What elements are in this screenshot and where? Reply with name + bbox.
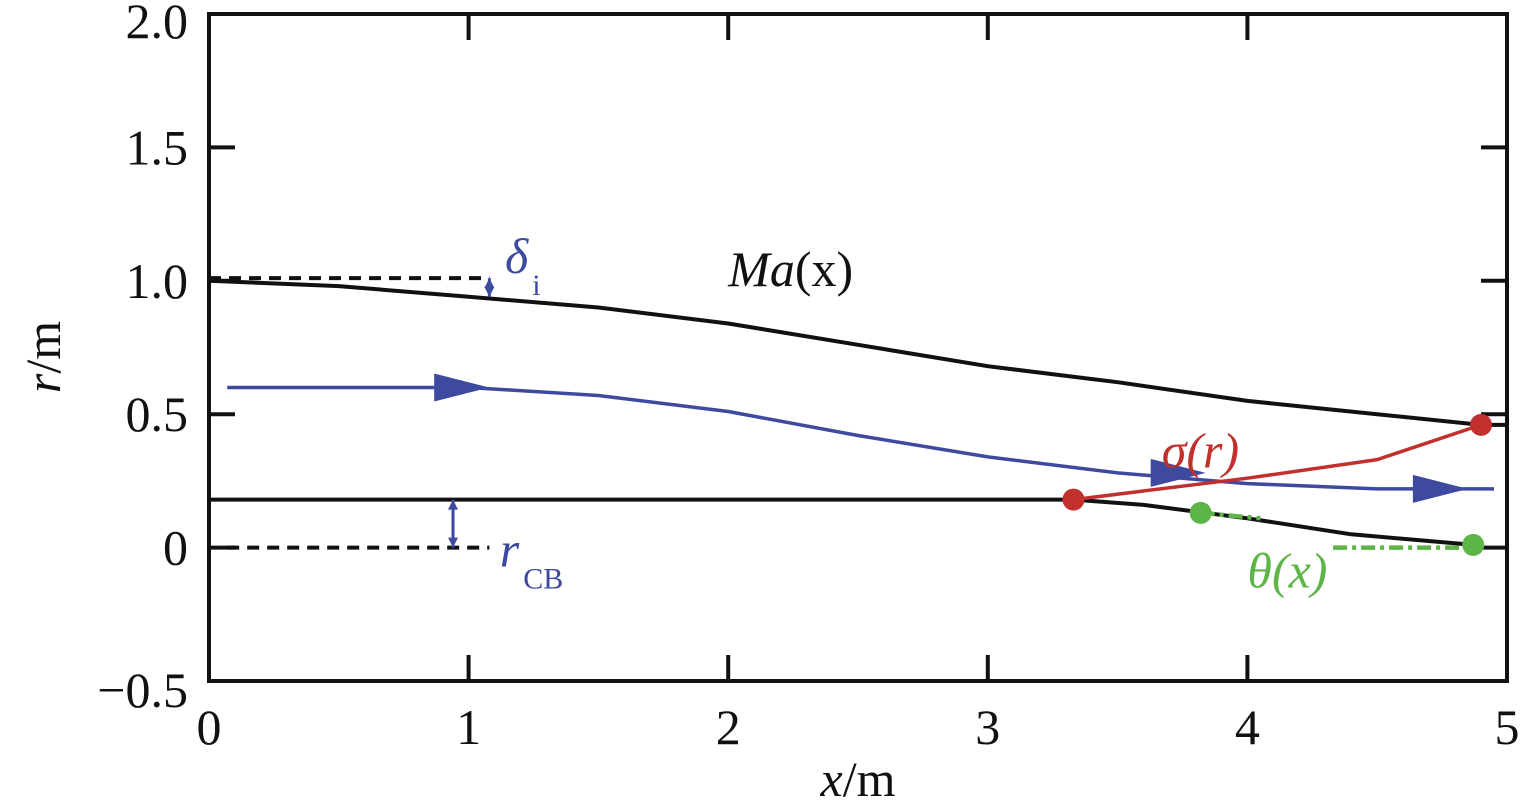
label-Ma-paren: (x) — [795, 241, 853, 297]
y-axis-label: r/m — [15, 321, 71, 393]
y-tick-label: 1.5 — [126, 119, 189, 175]
label-theta: θ(x) — [1247, 543, 1327, 599]
flow-arrow-2 — [1150, 458, 1206, 487]
series-ma-x-line — [208, 278, 1507, 427]
label-r-cb: rCB — [500, 521, 564, 595]
r-cb-marker — [448, 499, 459, 548]
r-cb-head-b — [448, 499, 459, 510]
theta-start-marker — [1189, 501, 1212, 524]
plot-frame — [207, 12, 1509, 683]
label-Ma: Ma(x) — [727, 241, 853, 297]
series-streamline-line — [227, 385, 1494, 491]
flow-arrow-3 — [1412, 474, 1468, 503]
label-delta-sub: i — [532, 269, 540, 302]
x-tick-label: 0 — [197, 699, 222, 755]
y-tick-label: 1.0 — [126, 253, 189, 309]
label-Ma-main: Ma — [727, 241, 795, 297]
label-sigma: σ(r) — [1162, 423, 1239, 479]
y-tick-label: −0.5 — [97, 662, 188, 718]
x-tick-label: 2 — [716, 699, 741, 755]
label-r-cb-main: r — [500, 521, 520, 577]
tick-labels: 0 1 2 3 4 52.01.51.00.50−0.5 — [97, 0, 1519, 755]
x-tick-label: 4 — [1235, 699, 1260, 755]
label-delta-main: δ — [505, 228, 529, 284]
sigma-end-marker — [1470, 413, 1493, 436]
series — [208, 276, 1507, 550]
series-centerbody-line — [209, 497, 1474, 547]
annotations: Ma(x) δi rCB σ(r) θ(x) — [500, 228, 1328, 599]
delta-i-head-a — [484, 278, 495, 289]
x-tick-label: 1 — [456, 699, 481, 755]
decorations — [434, 278, 1493, 556]
r-cb-head-a — [448, 537, 459, 548]
y-tick-label: 0.5 — [126, 386, 189, 442]
label-r-cb-sub: CB — [523, 562, 563, 595]
x-axis-label: x/m — [820, 751, 896, 806]
delta-i-marker — [484, 278, 495, 297]
series-r-line — [1073, 423, 1482, 502]
label-delta: δi — [505, 228, 541, 302]
x-tick-label: 5 — [1495, 699, 1520, 755]
sigma-start-marker — [1062, 488, 1085, 511]
ticks — [209, 14, 1507, 681]
x-tick-label: 3 — [975, 699, 1000, 755]
flow-arrow-1 — [434, 373, 490, 402]
y-tick-label: 0 — [163, 520, 188, 576]
y-tick-label: 2.0 — [126, 0, 189, 49]
delta-i-head-b — [484, 286, 495, 297]
theta-end-marker — [1462, 533, 1485, 556]
